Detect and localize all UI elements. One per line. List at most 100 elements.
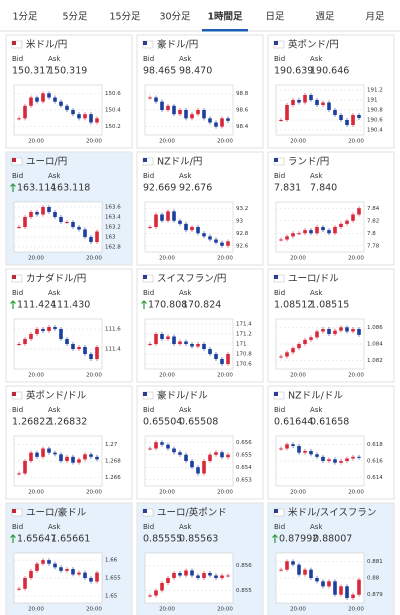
candle	[327, 329, 331, 334]
ask-value: 1.26832	[48, 417, 87, 428]
candle	[160, 442, 164, 445]
candle	[77, 459, 81, 463]
candle	[178, 341, 182, 344]
candle	[29, 334, 33, 339]
tab-label[interactable]: 日足	[265, 12, 285, 23]
pair-name[interactable]: NZドル/円	[157, 157, 202, 168]
trend-up-arrow	[10, 183, 16, 192]
pair-name[interactable]: 英ポンド/円	[288, 39, 339, 51]
bid-label: Bid	[143, 172, 154, 180]
y-tick-label: 0.614	[367, 475, 383, 481]
y-tick-label: 162.8	[105, 245, 121, 251]
candle	[47, 207, 51, 212]
candle	[184, 454, 188, 461]
candle	[29, 570, 33, 578]
x-tick-label: 20:00	[290, 373, 306, 379]
tab-label[interactable]: 月足	[365, 12, 385, 23]
pair-name[interactable]: 米ドル/円	[26, 39, 67, 51]
candle	[17, 473, 21, 475]
candle	[59, 217, 63, 222]
pair-name[interactable]: スイスフラン/円	[157, 274, 226, 285]
candle	[220, 575, 224, 578]
pair-name[interactable]: NZドル/ドル	[288, 391, 343, 402]
candle	[23, 339, 27, 344]
pair-name[interactable]: 豪ドル/円	[157, 39, 198, 51]
pair-name[interactable]: 米ドル/スイスフラン	[288, 507, 376, 519]
candle	[77, 227, 81, 230]
candle	[41, 448, 45, 457]
ask-label: Ask	[310, 406, 323, 414]
x-tick-label: 20:00	[28, 373, 44, 379]
candle	[226, 118, 230, 121]
candle	[196, 575, 200, 578]
candle	[23, 105, 27, 119]
candle	[172, 211, 176, 221]
bid-value: 170.808	[148, 300, 187, 311]
flag-part	[12, 392, 16, 396]
candle	[214, 122, 218, 127]
chart-frame	[144, 435, 234, 487]
candle	[148, 448, 152, 450]
x-tick-label: 20:00	[348, 139, 364, 145]
pair-name[interactable]: ユーロ/英ポンド	[157, 507, 227, 519]
candle	[23, 578, 27, 589]
candle	[59, 101, 63, 106]
candle	[154, 590, 158, 596]
candle	[345, 586, 349, 598]
candle	[53, 212, 57, 217]
pair-name[interactable]: ユーロ/ドル	[288, 274, 339, 285]
candle	[208, 454, 212, 461]
candle	[77, 572, 81, 575]
tab-label[interactable]: 1分足	[12, 12, 38, 23]
candle	[214, 354, 218, 359]
pair-name[interactable]: ランド/円	[288, 157, 329, 168]
tab-label[interactable]: 週足	[315, 11, 335, 23]
pair-name[interactable]: ユーロ/豪ドル	[26, 507, 87, 519]
candle	[297, 344, 301, 349]
y-tick-label: 0.855	[236, 588, 252, 594]
ask-label: Ask	[179, 406, 192, 414]
candle	[202, 573, 206, 578]
candle	[53, 563, 57, 568]
pair-name[interactable]: 豪ドル/ドル	[157, 390, 208, 402]
candle	[285, 236, 289, 240]
x-tick-label: 20:00	[290, 607, 306, 613]
candle	[95, 347, 99, 359]
candle	[160, 583, 164, 591]
pair-name[interactable]: ユーロ/円	[26, 157, 67, 168]
candle	[83, 114, 87, 119]
candle	[83, 347, 87, 354]
candle	[291, 100, 295, 105]
candle	[178, 573, 182, 576]
candle	[309, 569, 313, 578]
candle	[345, 327, 349, 332]
candle	[89, 454, 93, 457]
tab-label[interactable]: 30分足	[159, 12, 191, 23]
y-tick-label: 1.266	[105, 475, 121, 481]
candle	[53, 452, 57, 455]
y-tick-label: 163.4	[105, 215, 121, 221]
candle	[220, 452, 224, 458]
candle	[309, 230, 313, 234]
chart-frame	[144, 552, 234, 604]
tab-label[interactable]: 1時間足	[207, 11, 243, 23]
pair-name[interactable]: カナダドル/円	[26, 273, 86, 285]
candle	[208, 118, 212, 123]
candle	[190, 114, 194, 119]
tab-label[interactable]: 15分足	[109, 12, 141, 23]
flag-part	[274, 275, 278, 279]
tab-label[interactable]: 5分足	[62, 12, 88, 23]
candle	[351, 115, 355, 125]
candle	[357, 208, 361, 215]
candle	[303, 451, 307, 453]
candle	[297, 100, 301, 103]
bid-label: Bid	[274, 55, 285, 63]
candle	[154, 97, 158, 102]
y-tick-label: 1.086	[367, 325, 383, 331]
x-tick-label: 20:00	[86, 490, 102, 496]
pair-name[interactable]: 英ポンド/ドル	[26, 390, 87, 402]
candle	[148, 97, 152, 99]
ask-label: Ask	[179, 172, 192, 180]
candle	[172, 448, 176, 453]
x-tick-label: 20:00	[86, 256, 102, 262]
